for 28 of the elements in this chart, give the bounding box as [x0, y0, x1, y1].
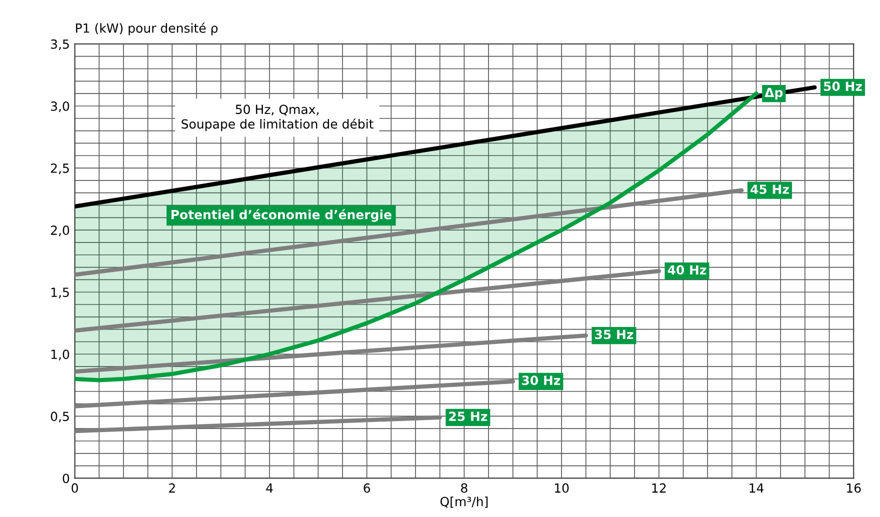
x-axis-title: Q[m³/h]	[440, 496, 488, 508]
series-label: 45 Hz	[750, 184, 789, 194]
series-label: Δp	[764, 88, 783, 100]
y-tick-label: 0,5	[50, 412, 69, 422]
series-label: 50 Hz	[824, 82, 862, 91]
y-tick-label: 0	[62, 474, 70, 484]
x-tick-label: 10	[554, 483, 569, 493]
x-tick-label: 12	[652, 483, 666, 493]
x-tick-label: 2	[169, 483, 175, 493]
series-label: 30 Hz	[522, 376, 560, 386]
x-tick-label: 14	[750, 483, 764, 493]
y-tick-label: 2,5	[50, 163, 69, 174]
y-tick-label: 3,0	[51, 101, 70, 112]
series-label: 35 Hz	[595, 330, 634, 340]
series-label: 40 Hz	[668, 265, 706, 275]
y-tick-label: 1,5	[51, 288, 69, 298]
x-tick-label: 6	[364, 483, 370, 493]
y-tick-label: 2,0	[50, 226, 70, 236]
x-tick-label: 16	[847, 483, 861, 493]
x-tick-label: 8	[461, 483, 468, 493]
y-tick-label: 3,5	[51, 39, 69, 50]
annotation: Potentiel d’économie d’énergie	[171, 209, 392, 222]
x-tick-label: 4	[266, 483, 273, 493]
series-label: 25 Hz	[449, 412, 488, 422]
annotation: 50 Hz, Qmax, Soupape de limitation de débit	[182, 104, 374, 132]
y-axis-title: P1 (kW) pour densité ρ	[76, 22, 218, 36]
y-tick-label: 1,0	[51, 350, 70, 360]
x-tick-label: 0	[72, 483, 78, 493]
